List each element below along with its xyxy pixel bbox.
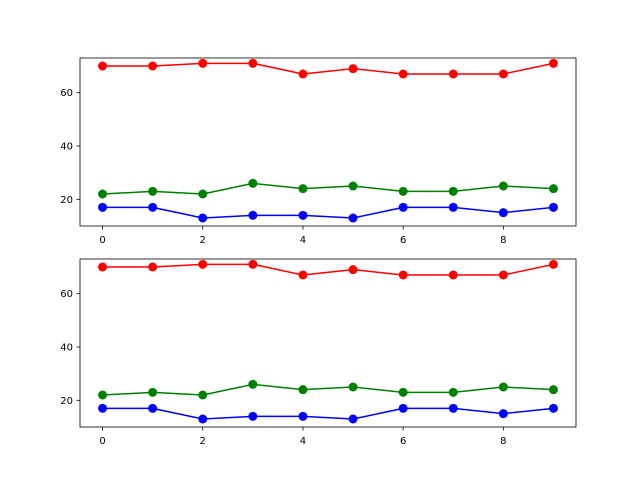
series-2-point bbox=[248, 210, 258, 220]
x-tick-label: 4 bbox=[300, 235, 306, 246]
series-0-point bbox=[98, 61, 108, 71]
series-0-point bbox=[198, 58, 208, 68]
series-0-point bbox=[248, 58, 258, 68]
series-0-point bbox=[148, 61, 158, 71]
x-tick-label: 8 bbox=[500, 235, 506, 246]
series-1-point bbox=[248, 379, 258, 389]
series-1-line bbox=[102, 383, 554, 396]
series-1-point bbox=[348, 382, 358, 392]
series-2-point bbox=[98, 202, 108, 212]
series-2-point bbox=[348, 414, 358, 424]
series-0-point bbox=[298, 69, 308, 79]
series-1-line bbox=[102, 182, 554, 195]
series-0-point bbox=[198, 259, 208, 269]
series-2-point bbox=[398, 202, 408, 212]
subplot-bottom: 0 2 4 6 8 20 40 60 bbox=[60, 258, 577, 447]
series-0-line bbox=[102, 62, 554, 75]
series-0-point bbox=[348, 64, 358, 74]
x-tick-label: 6 bbox=[400, 436, 406, 447]
y-tick-label: 60 bbox=[60, 88, 73, 99]
series-1-point bbox=[98, 189, 108, 199]
series-1-point bbox=[98, 390, 108, 400]
series-2-point bbox=[448, 403, 458, 413]
series-0-point bbox=[548, 259, 558, 269]
series-1-point bbox=[548, 385, 558, 395]
series-1-point bbox=[198, 189, 208, 199]
series-1-point bbox=[548, 184, 558, 194]
series-1-point bbox=[298, 385, 308, 395]
series-1-point bbox=[248, 178, 258, 188]
series-1-point bbox=[498, 181, 508, 191]
series-2-point bbox=[148, 202, 158, 212]
series-2-point bbox=[248, 411, 258, 421]
series-1-point bbox=[348, 181, 358, 191]
series-0-point bbox=[498, 270, 508, 280]
series-0-line bbox=[102, 263, 554, 276]
series-0-point bbox=[398, 69, 408, 79]
series-2-point bbox=[148, 403, 158, 413]
x-tick-label: 8 bbox=[500, 436, 506, 447]
series-1-point bbox=[448, 387, 458, 397]
series-0-point bbox=[398, 270, 408, 280]
series-0-point bbox=[348, 265, 358, 275]
x-tick-label: 2 bbox=[200, 436, 206, 447]
series-1-point bbox=[298, 184, 308, 194]
y-tick-label: 20 bbox=[60, 195, 73, 206]
series-0-point bbox=[448, 270, 458, 280]
series-2-point bbox=[548, 403, 558, 413]
axes-frame bbox=[79, 57, 577, 227]
y-tick-label: 40 bbox=[60, 142, 73, 153]
series-2-point bbox=[98, 403, 108, 413]
x-tick-label: 0 bbox=[99, 436, 105, 447]
series-0-point bbox=[248, 259, 258, 269]
y-tick-label: 40 bbox=[60, 343, 73, 354]
series-2-line bbox=[102, 407, 554, 420]
x-tick-label: 0 bbox=[99, 235, 105, 246]
series-1-point bbox=[198, 390, 208, 400]
series-1-point bbox=[148, 186, 158, 196]
y-tick-label: 20 bbox=[60, 396, 73, 407]
series-2-point bbox=[198, 414, 208, 424]
series-1-point bbox=[398, 186, 408, 196]
series-2-point bbox=[298, 210, 308, 220]
subplot-top: 0 2 4 6 8 20 40 60 bbox=[60, 57, 577, 246]
series-0-point bbox=[298, 270, 308, 280]
series-1-point bbox=[148, 387, 158, 397]
y-tick-label: 60 bbox=[60, 289, 73, 300]
series-2-point bbox=[498, 409, 508, 419]
series-0-point bbox=[148, 262, 158, 272]
series-2-point bbox=[498, 208, 508, 218]
series-2-point bbox=[298, 411, 308, 421]
series-2-point bbox=[198, 213, 208, 223]
series-0-point bbox=[498, 69, 508, 79]
series-2-point bbox=[398, 403, 408, 413]
x-tick-label: 2 bbox=[200, 235, 206, 246]
series-2-line bbox=[102, 206, 554, 219]
x-tick-label: 4 bbox=[300, 436, 306, 447]
series-0-point bbox=[548, 58, 558, 68]
series-0-point bbox=[448, 69, 458, 79]
series-2-point bbox=[448, 202, 458, 212]
series-2-point bbox=[348, 213, 358, 223]
x-tick-label: 6 bbox=[400, 235, 406, 246]
series-1-point bbox=[398, 387, 408, 397]
series-2-point bbox=[548, 202, 558, 212]
axes-frame bbox=[79, 258, 577, 428]
series-1-point bbox=[498, 382, 508, 392]
series-1-point bbox=[448, 186, 458, 196]
series-0-point bbox=[98, 262, 108, 272]
